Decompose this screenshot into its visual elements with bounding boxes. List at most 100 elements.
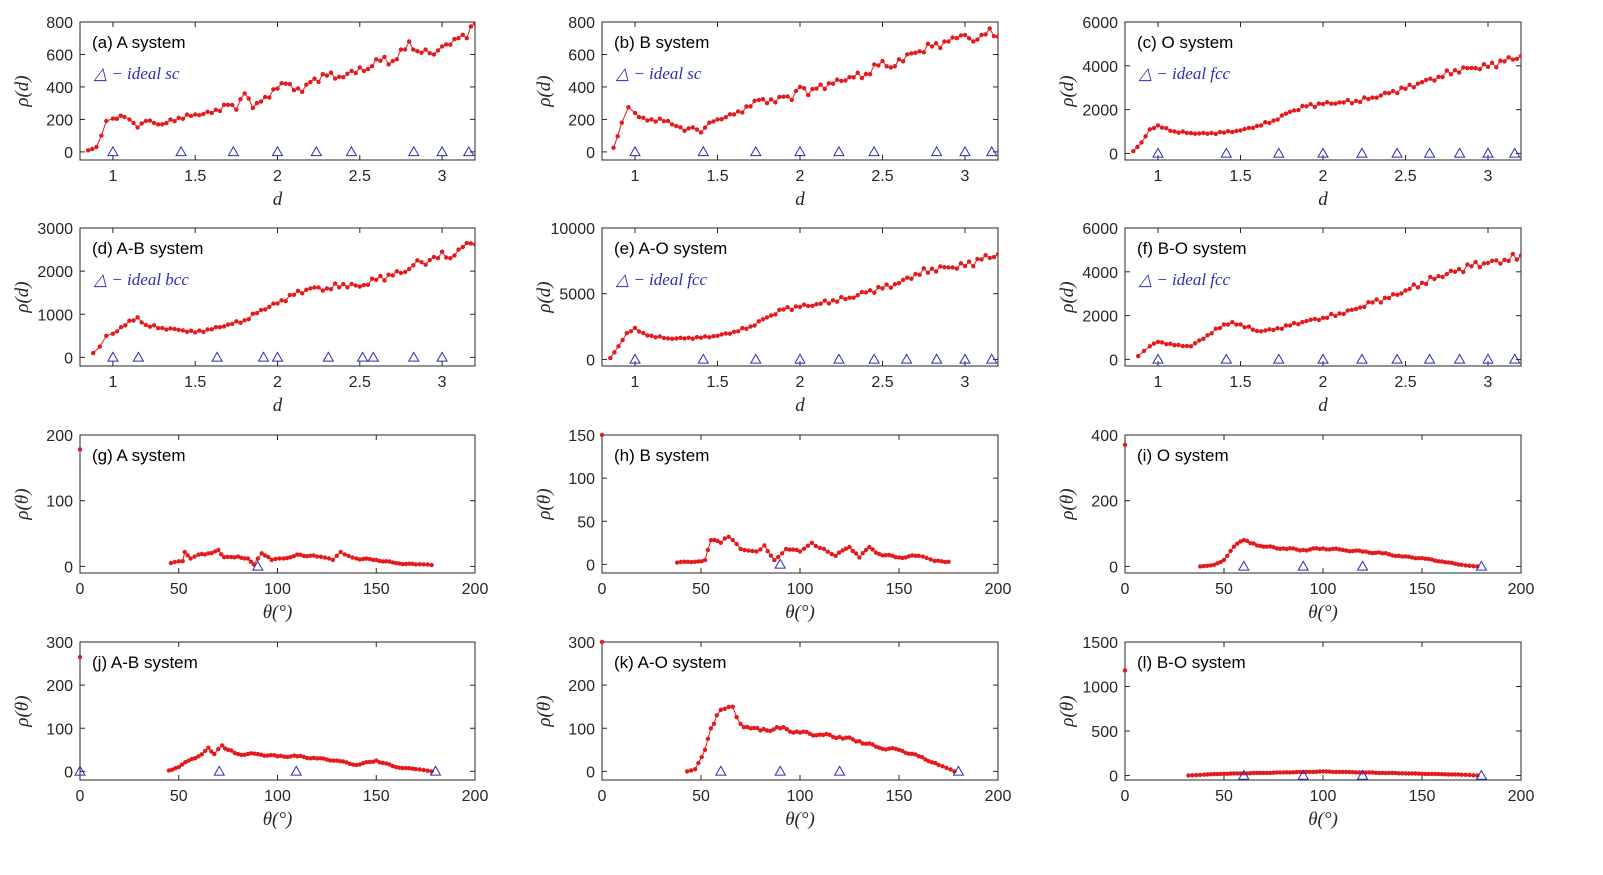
data-point <box>913 271 918 277</box>
data-point <box>217 108 223 114</box>
data-point <box>1250 327 1256 332</box>
y-tick-label: 400 <box>1091 428 1118 445</box>
data-point <box>386 272 391 277</box>
data-point <box>380 559 385 564</box>
data-point <box>1353 770 1359 775</box>
data-point <box>938 264 943 269</box>
y-tick-label: 600 <box>568 47 595 64</box>
data-point <box>1407 286 1412 292</box>
data-point <box>748 726 753 731</box>
data-point <box>711 119 716 124</box>
data-point <box>272 753 277 758</box>
data-point <box>1291 320 1297 326</box>
data-point <box>230 102 235 108</box>
data-point <box>342 552 347 557</box>
data-point <box>867 288 873 293</box>
y-tick-label: 2000 <box>1082 309 1118 326</box>
data-point <box>818 82 823 87</box>
data-point <box>1481 261 1487 266</box>
data-point <box>209 110 214 116</box>
data-point-outlier <box>77 447 83 452</box>
data-point <box>464 240 469 246</box>
data-point <box>1357 548 1362 553</box>
data-point <box>843 546 849 551</box>
data-point <box>1413 771 1418 776</box>
data-point <box>1241 537 1247 543</box>
data-point <box>1357 305 1363 310</box>
data-point <box>295 86 301 91</box>
ideal-triangle-marker <box>629 353 641 364</box>
data-point <box>905 275 910 280</box>
data-point <box>1234 322 1239 327</box>
data-point <box>1221 557 1227 563</box>
data-point <box>830 298 836 303</box>
y-tick-label: 0 <box>64 559 73 576</box>
data-point <box>1300 319 1305 325</box>
data-point <box>1172 129 1177 134</box>
ideal-triangle-marker <box>211 351 223 362</box>
data-point <box>246 317 251 322</box>
data-point <box>1314 769 1319 774</box>
data-series <box>675 534 951 565</box>
y-tick-label: 400 <box>46 80 73 97</box>
data-point <box>1403 771 1408 776</box>
data-point <box>1378 300 1384 305</box>
data-point <box>850 737 855 742</box>
data-point <box>209 749 214 754</box>
data-point <box>1426 556 1431 562</box>
data-point <box>1349 307 1355 312</box>
panel-c: 1 1.5 2 2.5 3 0 2000 4000 6000 d ρ(d) (c) O system △… <box>1057 15 1522 210</box>
x-tick-label: 100 <box>264 788 291 805</box>
data-point <box>168 560 174 566</box>
data-point <box>344 760 349 765</box>
data-point <box>1135 144 1140 150</box>
data-point <box>1395 90 1400 96</box>
data-point <box>1258 329 1264 334</box>
data-point <box>1324 547 1329 552</box>
data-point <box>300 89 305 95</box>
data-point <box>814 86 819 91</box>
data-point <box>872 290 877 295</box>
data-point <box>636 329 642 334</box>
data-point <box>1263 120 1268 125</box>
data-point <box>176 115 181 121</box>
data-point <box>1518 53 1521 59</box>
data-point <box>1316 101 1322 106</box>
data-point <box>991 34 997 39</box>
data-point <box>225 747 231 752</box>
data-point <box>232 555 237 560</box>
data-point <box>1242 325 1247 330</box>
data-point <box>239 752 244 758</box>
data-point <box>641 115 646 121</box>
data-point <box>1378 93 1384 98</box>
data-point <box>1308 102 1313 107</box>
data-point <box>1449 772 1454 777</box>
ideal-triangle-marker <box>1220 353 1233 364</box>
data-series <box>684 704 957 774</box>
data-point <box>884 64 889 69</box>
data-point <box>1283 323 1289 328</box>
data-point <box>1337 547 1342 552</box>
data-point <box>886 552 892 558</box>
data-point <box>1399 291 1404 296</box>
x-tick-label: 3 <box>1484 168 1493 185</box>
data-point <box>745 724 750 730</box>
data-point <box>1347 549 1352 554</box>
y-tick-label: 0 <box>1109 352 1118 369</box>
data-point <box>1209 331 1214 336</box>
data-point <box>151 120 157 126</box>
data-point <box>183 760 188 765</box>
data-point <box>1264 544 1270 549</box>
data-point <box>225 102 231 108</box>
data-point <box>172 559 177 565</box>
data-point <box>1271 770 1276 775</box>
data-point <box>250 311 255 316</box>
data-point <box>419 50 424 55</box>
data-point <box>649 333 654 338</box>
data-point <box>731 112 737 117</box>
data-point <box>378 58 383 63</box>
data-point <box>1393 553 1398 559</box>
data-point <box>1209 130 1214 136</box>
data-point <box>1310 546 1316 551</box>
data-point <box>349 281 354 287</box>
